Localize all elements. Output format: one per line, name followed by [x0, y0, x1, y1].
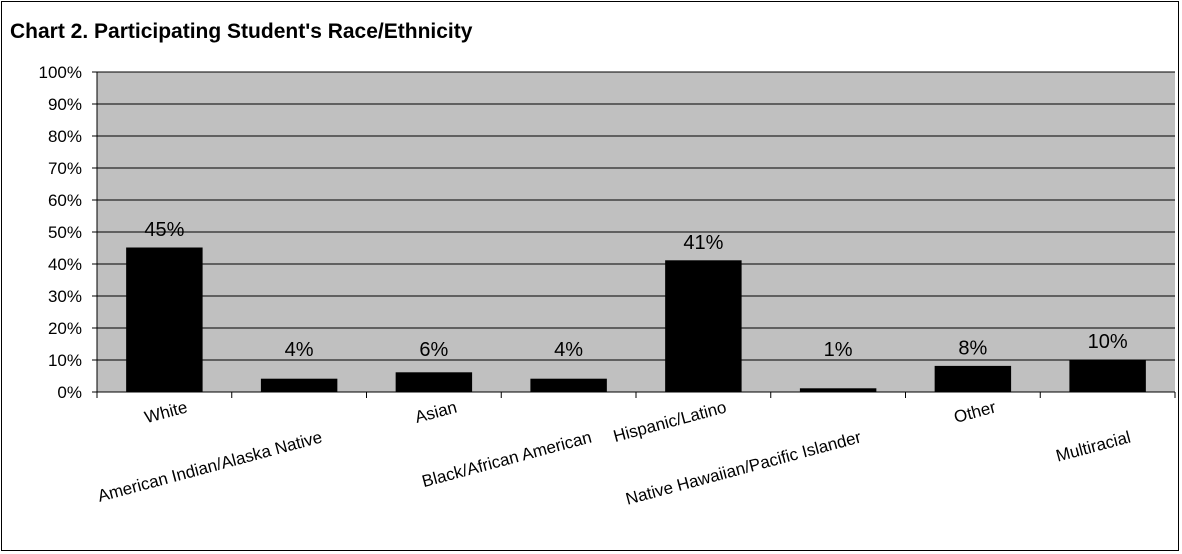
y-tick-label: 100%: [39, 63, 82, 82]
y-tick-label: 90%: [48, 95, 82, 114]
data-label: 4%: [554, 339, 583, 361]
bar-3: [395, 372, 473, 393]
y-tick-label: 50%: [48, 223, 82, 242]
data-label: 41%: [683, 232, 723, 254]
y-tick-label: 60%: [48, 191, 82, 210]
data-label: 8%: [958, 337, 987, 359]
chart-title: Chart 2. Participating Student's Race/Et…: [10, 20, 473, 43]
x-category-label: Asian: [413, 398, 459, 427]
bar-2: [260, 378, 338, 393]
y-tick-label: 30%: [48, 287, 82, 306]
x-category-label: Black/African American: [420, 428, 594, 492]
data-label: 45%: [144, 219, 184, 241]
bar-8: [1069, 359, 1146, 393]
y-tick-label: 80%: [48, 127, 82, 146]
x-category-label: Native Hawaiian/Pacific Islander: [624, 427, 864, 508]
data-label: 10%: [1088, 331, 1128, 353]
x-category-label: Other: [952, 397, 998, 426]
bar-7: [934, 365, 1012, 393]
bar-4: [530, 378, 607, 393]
bar-1: [126, 247, 203, 393]
y-tick-label: 40%: [48, 255, 82, 274]
x-category-label: Multiracial: [1054, 428, 1133, 466]
data-label: 1%: [824, 339, 853, 361]
y-tick-label: 0%: [57, 383, 82, 402]
y-tick-label: 10%: [48, 351, 82, 370]
data-label: 6%: [419, 339, 448, 361]
x-category-label: American Indian/Alaska Native: [96, 428, 325, 506]
bar-5: [665, 260, 742, 393]
data-label: 4%: [285, 339, 314, 361]
x-category-label: White: [143, 398, 190, 428]
x-category-label: Hispanic/Latino: [611, 398, 728, 446]
y-tick-label: 70%: [48, 159, 82, 178]
y-tick-label: 20%: [48, 319, 82, 338]
